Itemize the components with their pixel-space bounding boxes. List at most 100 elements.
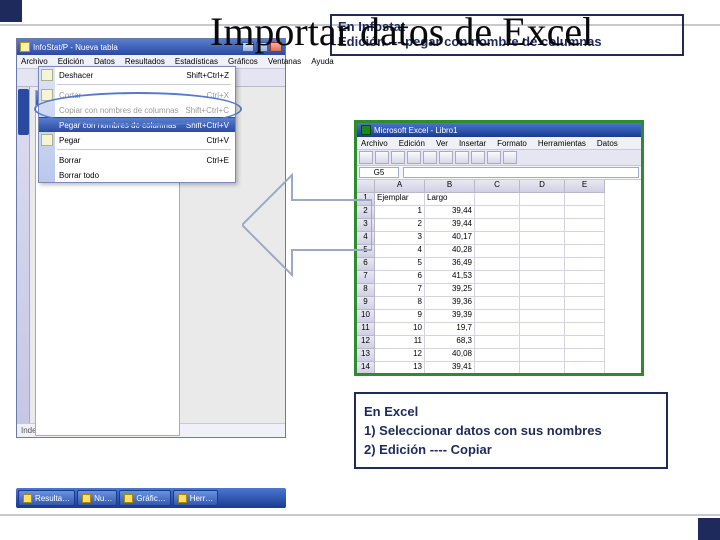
grid-cell[interactable] <box>475 193 520 206</box>
grid-cell[interactable] <box>475 297 520 310</box>
grid-cell[interactable] <box>520 193 565 206</box>
grid-cell[interactable] <box>520 323 565 336</box>
grid-cell[interactable]: 9 <box>375 310 425 323</box>
toolbar-button[interactable] <box>455 151 469 164</box>
ctx-item-delete-all[interactable]: Borrar todo <box>39 167 235 182</box>
grid-cell[interactable] <box>520 284 565 297</box>
grid-cell[interactable] <box>475 310 520 323</box>
grid-cell[interactable] <box>565 310 605 323</box>
grid-cell[interactable]: 68,3 <box>425 336 475 349</box>
ctx-item-copy-cols[interactable]: Copiar con nombres de columnas Shift+Ctr… <box>39 102 235 117</box>
toolbar-button[interactable] <box>503 151 517 164</box>
menu-item[interactable]: Ayuda <box>311 57 334 66</box>
toolbar-button[interactable] <box>423 151 437 164</box>
toolbar-button[interactable] <box>391 151 405 164</box>
toolbar-button[interactable] <box>487 151 501 164</box>
grid-cell[interactable] <box>520 258 565 271</box>
excel-grid[interactable]: A B C D E 1EjemplarLargo2139,443239,4443… <box>357 180 641 373</box>
formula-input[interactable] <box>403 167 639 178</box>
grid-cell[interactable] <box>475 362 520 373</box>
grid-cell[interactable]: 7 <box>375 284 425 297</box>
menu-item[interactable]: Insertar <box>459 139 486 148</box>
row-header[interactable]: 11 <box>357 323 375 336</box>
grid-cell[interactable] <box>520 271 565 284</box>
ctx-item-delete[interactable]: Borrar Ctrl+E <box>39 152 235 167</box>
grid-cell[interactable]: Ejemplar <box>375 193 425 206</box>
grid-cell[interactable]: 36,49 <box>425 258 475 271</box>
taskbar-item[interactable]: Resulta… <box>18 490 75 506</box>
grid-cell[interactable] <box>520 297 565 310</box>
grid-cell[interactable]: 41,53 <box>425 271 475 284</box>
toolbar-button[interactable] <box>439 151 453 164</box>
grid-cell[interactable]: 39,41 <box>425 362 475 373</box>
col-header[interactable]: D <box>520 180 565 193</box>
menu-item[interactable]: Resultados <box>125 57 165 66</box>
grid-cell[interactable] <box>565 336 605 349</box>
grid-cell[interactable] <box>565 323 605 336</box>
row-header[interactable]: 14 <box>357 362 375 373</box>
ctx-item-cut[interactable]: Cortar Ctrl+X <box>39 87 235 102</box>
grid-cell[interactable]: 39,39 <box>425 310 475 323</box>
grid-cell[interactable]: 19,7 <box>425 323 475 336</box>
grid-cell[interactable] <box>520 219 565 232</box>
grid-cell[interactable] <box>475 271 520 284</box>
grid-cell[interactable] <box>565 258 605 271</box>
row-header[interactable]: 13 <box>357 349 375 362</box>
grid-cell[interactable]: 12 <box>375 349 425 362</box>
grid-cell[interactable] <box>565 245 605 258</box>
grid-cell[interactable] <box>520 206 565 219</box>
grid-cell[interactable] <box>520 232 565 245</box>
grid-cell[interactable] <box>565 232 605 245</box>
taskbar-item[interactable]: Gráfic… <box>119 490 170 506</box>
grid-cell[interactable]: 1 <box>375 206 425 219</box>
grid-cell[interactable] <box>475 232 520 245</box>
menu-item[interactable]: Ver <box>436 139 448 148</box>
grid-cell[interactable]: 13 <box>375 362 425 373</box>
grid-cell[interactable] <box>565 349 605 362</box>
grid-cell[interactable] <box>475 323 520 336</box>
ctx-item-paste-cols[interactable]: Pegar con nombres de columnas Shift+Ctrl… <box>39 117 235 132</box>
grid-cell[interactable]: 39,25 <box>425 284 475 297</box>
menu-item[interactable]: Datos <box>597 139 618 148</box>
toolbar-button[interactable] <box>359 151 373 164</box>
grid-cell[interactable]: 40,17 <box>425 232 475 245</box>
menu-item[interactable]: Formato <box>497 139 527 148</box>
grid-cell[interactable] <box>475 219 520 232</box>
grid-cell[interactable] <box>520 245 565 258</box>
grid-cell[interactable]: 4 <box>375 245 425 258</box>
grid-cell[interactable]: 6 <box>375 271 425 284</box>
menu-item[interactable]: Archivo <box>361 139 388 148</box>
grid-cell[interactable] <box>520 362 565 373</box>
grid-cell[interactable] <box>565 206 605 219</box>
col-header[interactable]: B <box>425 180 475 193</box>
menu-item[interactable]: Edición <box>58 57 84 66</box>
row-header[interactable]: 8 <box>357 284 375 297</box>
grid-cell[interactable] <box>475 284 520 297</box>
menu-item[interactable]: Edición <box>399 139 425 148</box>
taskbar-item[interactable]: Herr… <box>173 490 219 506</box>
toolbar-button[interactable] <box>375 151 389 164</box>
grid-cell[interactable]: Largo <box>425 193 475 206</box>
grid-cell[interactable]: 40,08 <box>425 349 475 362</box>
grid-cell[interactable] <box>520 310 565 323</box>
grid-cell[interactable]: 5 <box>375 258 425 271</box>
infostat-side-tab[interactable] <box>18 89 29 135</box>
col-header[interactable]: C <box>475 180 520 193</box>
grid-cell[interactable] <box>565 193 605 206</box>
grid-cell[interactable]: 40,28 <box>425 245 475 258</box>
menu-item[interactable]: Datos <box>94 57 115 66</box>
row-header[interactable]: 12 <box>357 336 375 349</box>
grid-cell[interactable] <box>565 362 605 373</box>
menu-item[interactable]: Estadísticas <box>175 57 218 66</box>
grid-cell[interactable] <box>565 219 605 232</box>
grid-cell[interactable]: 3 <box>375 232 425 245</box>
grid-cell[interactable]: 11 <box>375 336 425 349</box>
col-header[interactable]: A <box>375 180 425 193</box>
taskbar-item[interactable]: Nu… <box>77 490 117 506</box>
grid-cell[interactable] <box>475 206 520 219</box>
menu-item[interactable]: Ventanas <box>268 57 301 66</box>
ctx-item-undo[interactable]: Deshacer Shift+Ctrl+Z <box>39 67 235 82</box>
ctx-item-paste[interactable]: Pegar Ctrl+V <box>39 132 235 147</box>
menu-item[interactable]: Herramientas <box>538 139 586 148</box>
toolbar-button[interactable] <box>407 151 421 164</box>
